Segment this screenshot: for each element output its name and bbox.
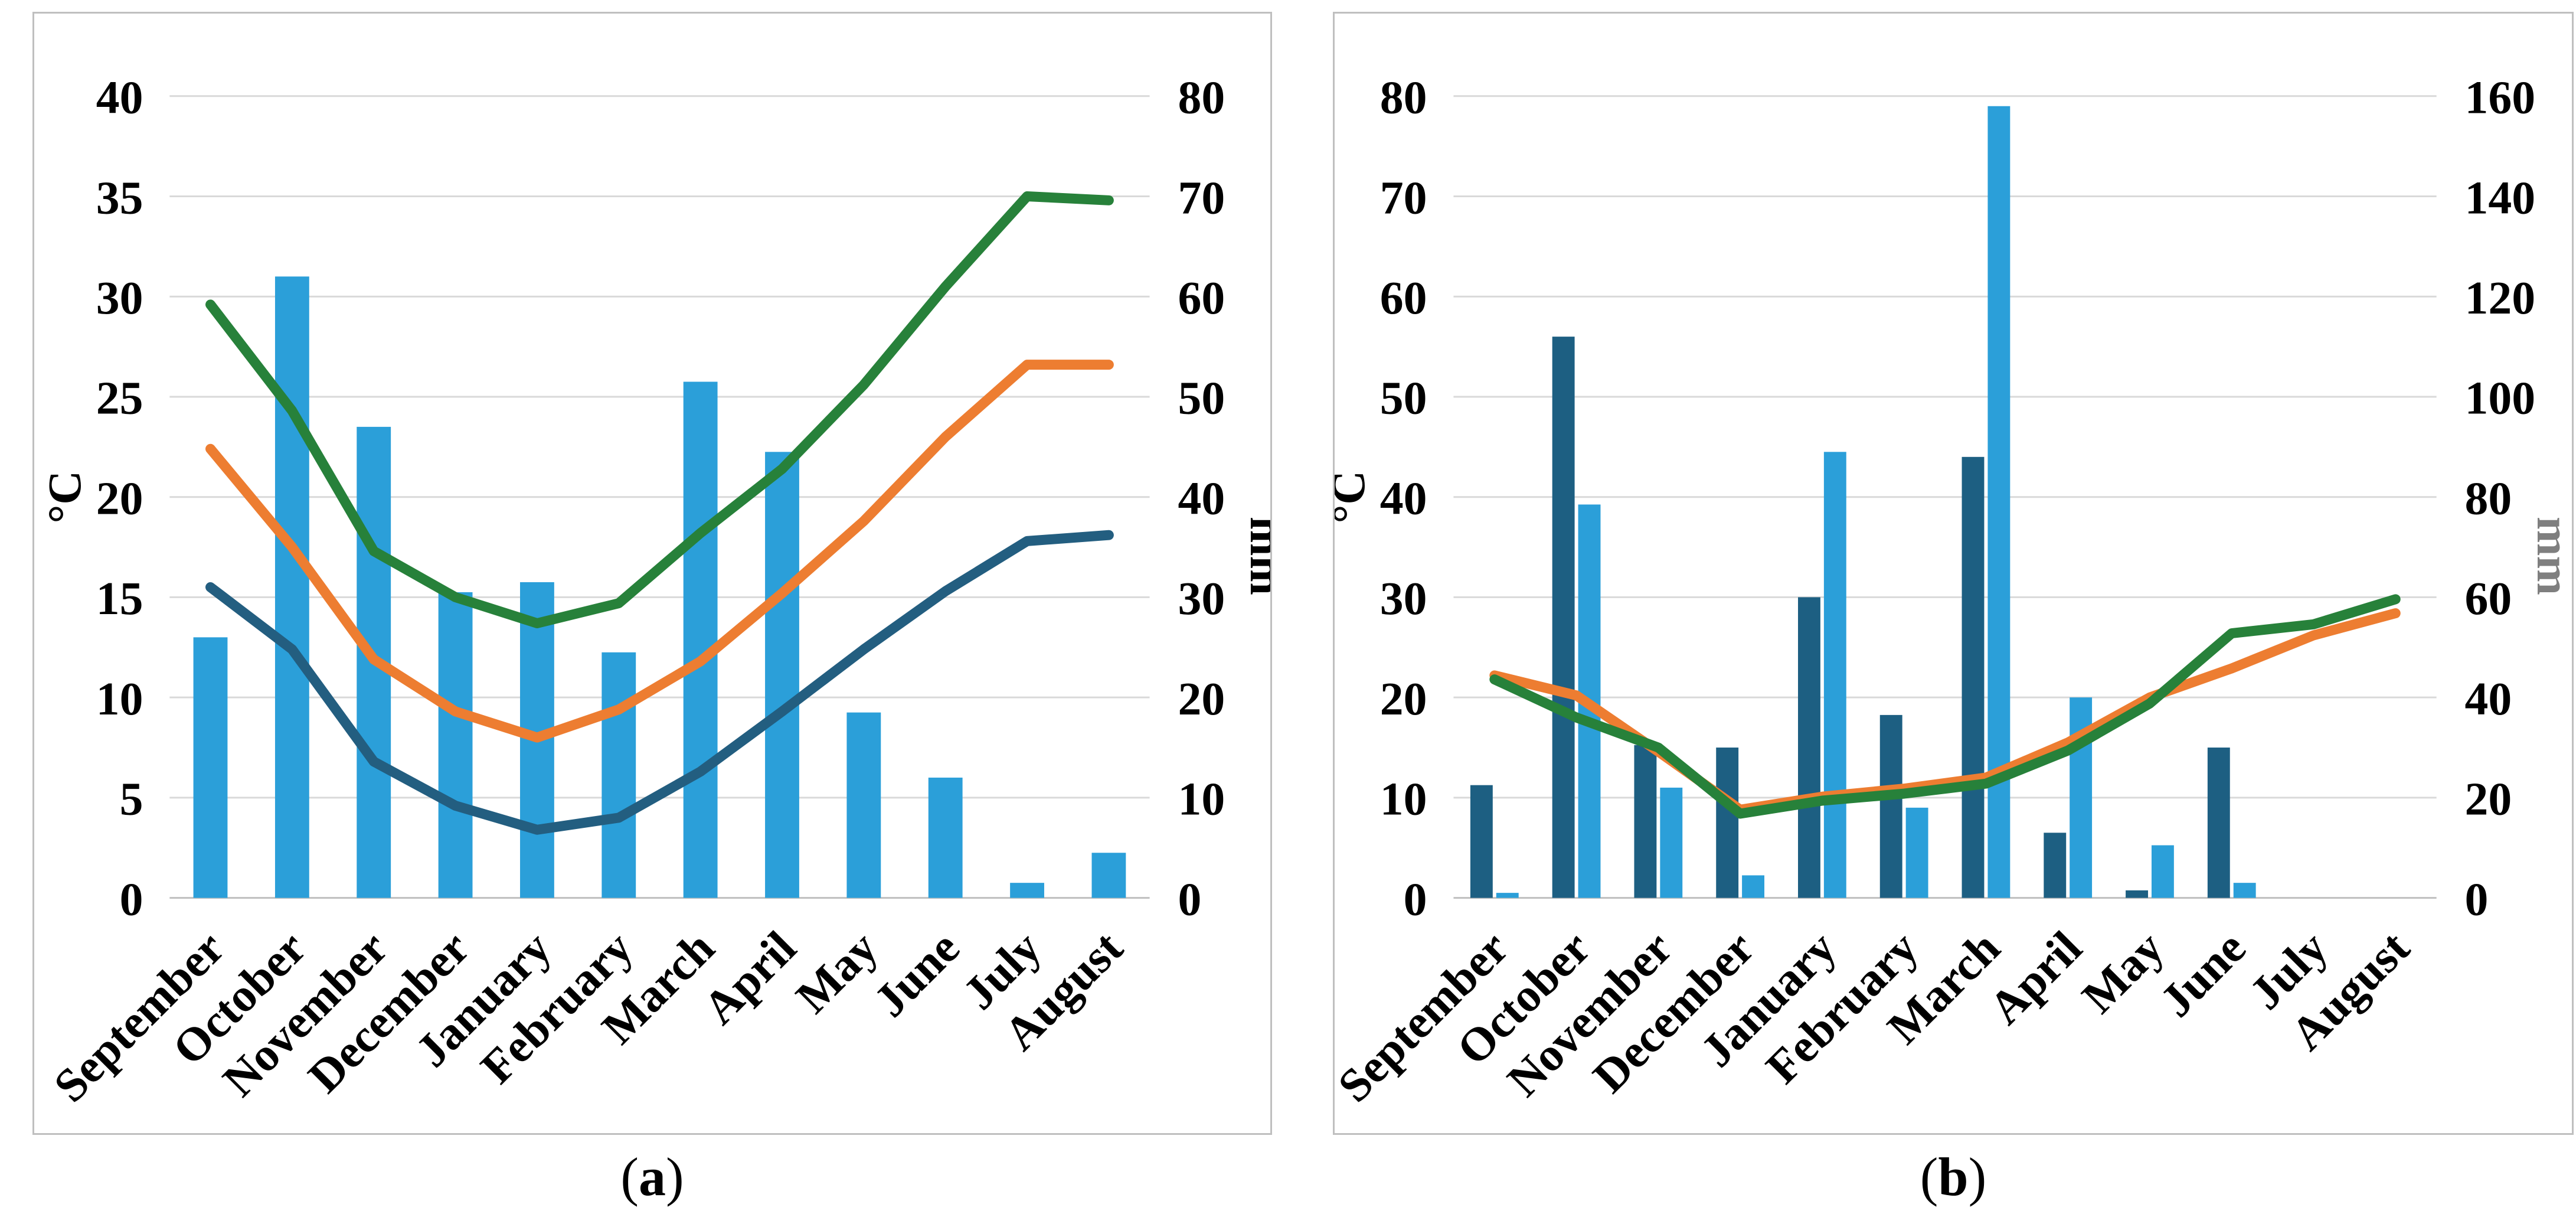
bar-precipitation-bars-September xyxy=(193,637,228,898)
tick-label-left-30: 30 xyxy=(1380,573,1427,625)
caption-a-close-paren: ) xyxy=(666,1147,684,1207)
bar-precipitation-bars-light-December xyxy=(1742,875,1764,898)
caption-a: (a) xyxy=(32,1144,1272,1209)
tick-label-left-10: 10 xyxy=(1380,774,1427,825)
left-axis-label-celsius: °C xyxy=(39,471,91,524)
tick-label-left-60: 60 xyxy=(1380,272,1427,324)
bar-precipitation-bars-dark-March xyxy=(1962,456,1985,898)
chart-panel-a: 0 0 5 10 10 20 15 30 20 40 25 50 30 60 35 70 40 80 Septemb… xyxy=(32,12,1272,1135)
line-temperature-line-green xyxy=(1489,594,2401,819)
bar-precipitation-bars-light-November xyxy=(1660,787,1683,898)
bar-precipitation-bars-light-February xyxy=(1905,807,1928,898)
tick-label-left-50: 50 xyxy=(1380,373,1427,425)
tick-label-left-5: 5 xyxy=(120,774,143,825)
tick-label-left-0: 0 xyxy=(120,873,143,925)
bar-precipitation-bars-February xyxy=(601,652,636,898)
bar-precipitation-bars-dark-February xyxy=(1879,714,1902,898)
tick-label-right-30: 30 xyxy=(1178,573,1225,625)
left-axis-label-celsius: °C xyxy=(1335,471,1375,524)
chart-panel-b: 0 0 10 20 20 40 30 60 40 80 50 100 60 120 70 140 80 160 Se… xyxy=(1333,12,2574,1135)
tick-label-left-70: 70 xyxy=(1380,172,1427,224)
bar-precipitation-bars-October xyxy=(274,276,309,898)
tick-label-left-15: 15 xyxy=(96,573,143,625)
month-label-May: May xyxy=(786,922,888,1023)
month-label-May: May xyxy=(2072,922,2174,1023)
bar-precipitation-bars-dark-December xyxy=(1716,748,1739,898)
month-label-June: June xyxy=(2150,922,2255,1027)
tick-label-right-140: 140 xyxy=(2465,172,2536,224)
bar-precipitation-bars-light-May xyxy=(2151,845,2174,898)
tick-label-right-40: 40 xyxy=(1178,472,1225,524)
bar-precipitation-bars-June xyxy=(928,777,963,898)
caption-b: (b) xyxy=(1333,1144,2574,1209)
caption-a-letter: a xyxy=(639,1147,666,1207)
tick-label-left-35: 35 xyxy=(96,172,143,224)
tick-label-right-60: 60 xyxy=(2465,573,2512,625)
tick-label-right-100: 100 xyxy=(2465,373,2536,425)
bar-precipitation-bars-December xyxy=(438,592,473,898)
tick-label-right-40: 40 xyxy=(2465,673,2512,725)
line-max-temperature-line xyxy=(205,191,1114,629)
bar-precipitation-bars-dark-October xyxy=(1552,337,1575,898)
right-axis-label-mm: mm xyxy=(1240,517,1270,595)
tick-label-right-0: 0 xyxy=(2465,873,2489,925)
tick-label-right-80: 80 xyxy=(1178,71,1225,123)
tick-label-right-60: 60 xyxy=(1178,272,1225,324)
bar-precipitation-bars-light-September xyxy=(1496,893,1519,898)
bar-precipitation-bars-dark-January xyxy=(1798,597,1820,898)
caption-a-open-paren: ( xyxy=(620,1147,639,1207)
line-temperature-line-orange xyxy=(1489,608,2401,815)
tick-label-right-70: 70 xyxy=(1178,172,1225,224)
tick-label-left-40: 40 xyxy=(1380,472,1427,524)
tick-label-right-10: 10 xyxy=(1178,774,1225,825)
tick-label-left-20: 20 xyxy=(1380,673,1427,725)
bar-precipitation-bars-dark-April xyxy=(2044,833,2067,898)
line-mean-temperature-line xyxy=(205,360,1114,743)
caption-b-close-paren: ) xyxy=(1968,1147,1987,1207)
tick-label-left-40: 40 xyxy=(96,71,143,123)
month-label-June: June xyxy=(864,922,969,1027)
bar-precipitation-bars-dark-May xyxy=(2126,890,2148,898)
tick-label-left-0: 0 xyxy=(1404,873,1427,925)
tick-label-right-160: 160 xyxy=(2465,71,2536,123)
tick-label-left-10: 10 xyxy=(96,673,143,725)
bar-precipitation-bars-April xyxy=(765,452,799,898)
tick-label-left-25: 25 xyxy=(96,373,143,425)
tick-label-left-20: 20 xyxy=(96,472,143,524)
tick-label-right-50: 50 xyxy=(1178,373,1225,425)
caption-b-open-paren: ( xyxy=(1920,1147,1938,1207)
month-label-April: April xyxy=(694,922,806,1034)
bar-precipitation-bars-March xyxy=(683,381,718,898)
bar-precipitation-bars-July xyxy=(1010,883,1044,898)
bar-precipitation-bars-dark-November xyxy=(1634,745,1657,898)
bar-precipitation-bars-dark-June xyxy=(2207,748,2230,898)
bar-precipitation-bars-light-June xyxy=(2233,883,2256,898)
tick-label-right-120: 120 xyxy=(2465,272,2536,324)
bar-precipitation-bars-dark-September xyxy=(1470,785,1493,898)
caption-b-letter: b xyxy=(1938,1147,1969,1207)
line-min-temperature-line xyxy=(205,530,1114,835)
tick-label-right-80: 80 xyxy=(2465,472,2512,524)
tick-label-right-20: 20 xyxy=(2465,774,2512,825)
tick-label-right-0: 0 xyxy=(1178,873,1201,925)
bar-precipitation-bars-May xyxy=(846,712,881,898)
tick-label-left-80: 80 xyxy=(1380,71,1427,123)
month-label-April: April xyxy=(1979,922,2092,1034)
bar-precipitation-bars-light-January xyxy=(1823,452,1846,898)
tick-label-right-20: 20 xyxy=(1178,673,1225,725)
tick-label-left-30: 30 xyxy=(96,272,143,324)
bar-precipitation-bars-August xyxy=(1091,853,1126,898)
right-axis-label-mm: mm xyxy=(2527,517,2572,595)
